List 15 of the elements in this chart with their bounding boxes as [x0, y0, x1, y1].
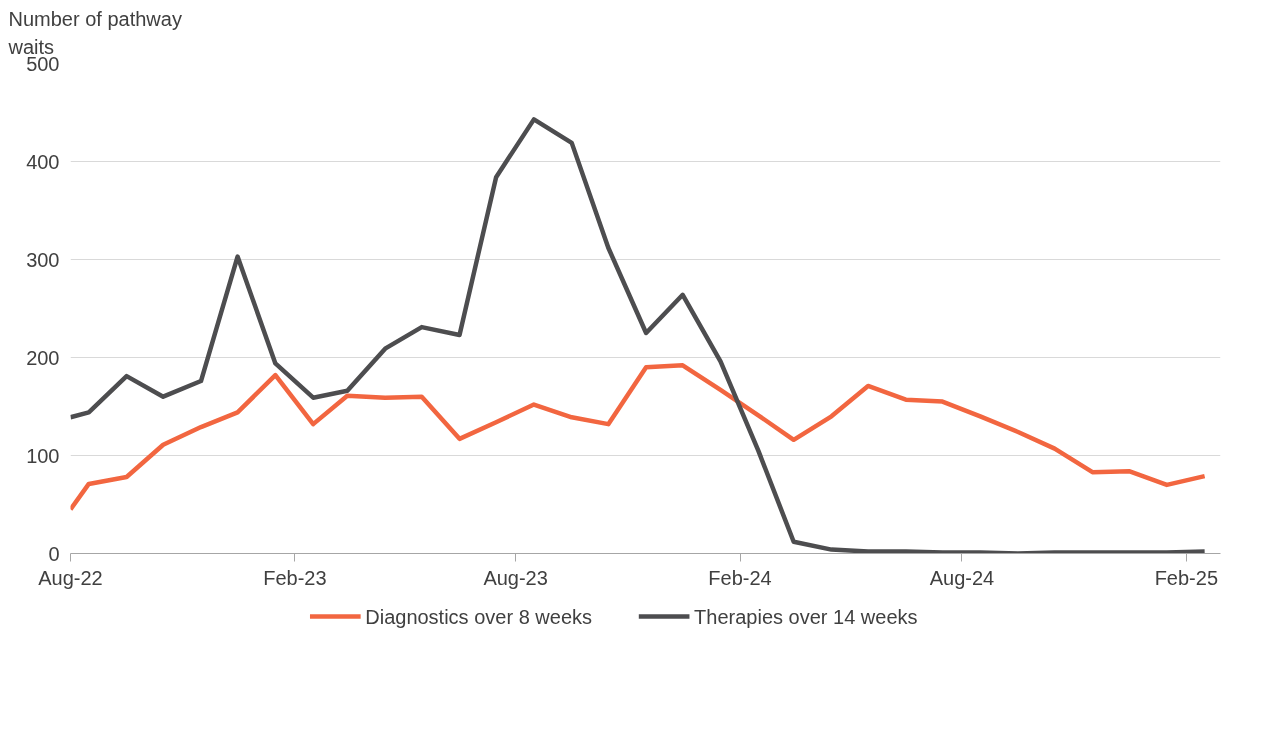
x-tick-label: Aug-23 [483, 566, 548, 589]
y-tick-label: 300 [26, 248, 60, 271]
y-tick-label: 100 [26, 444, 60, 467]
legend-label: Diagnostics over 8 weeks [365, 605, 593, 628]
line-series [70, 117, 1207, 554]
x-tick-label: Feb-23 [263, 566, 327, 589]
y-tick-label: 0 [48, 542, 60, 565]
x-tick-label: Aug-24 [929, 566, 995, 589]
line-series [70, 363, 1207, 512]
legend-label: Therapies over 14 weeks [694, 605, 918, 628]
y-tick-label: 400 [26, 150, 60, 173]
x-tick-label: Feb-24 [708, 566, 772, 589]
y-tick-label: 200 [26, 346, 60, 369]
x-tick-label: Aug-22 [38, 566, 103, 589]
x-tick-label: Feb-25 [1154, 566, 1219, 589]
